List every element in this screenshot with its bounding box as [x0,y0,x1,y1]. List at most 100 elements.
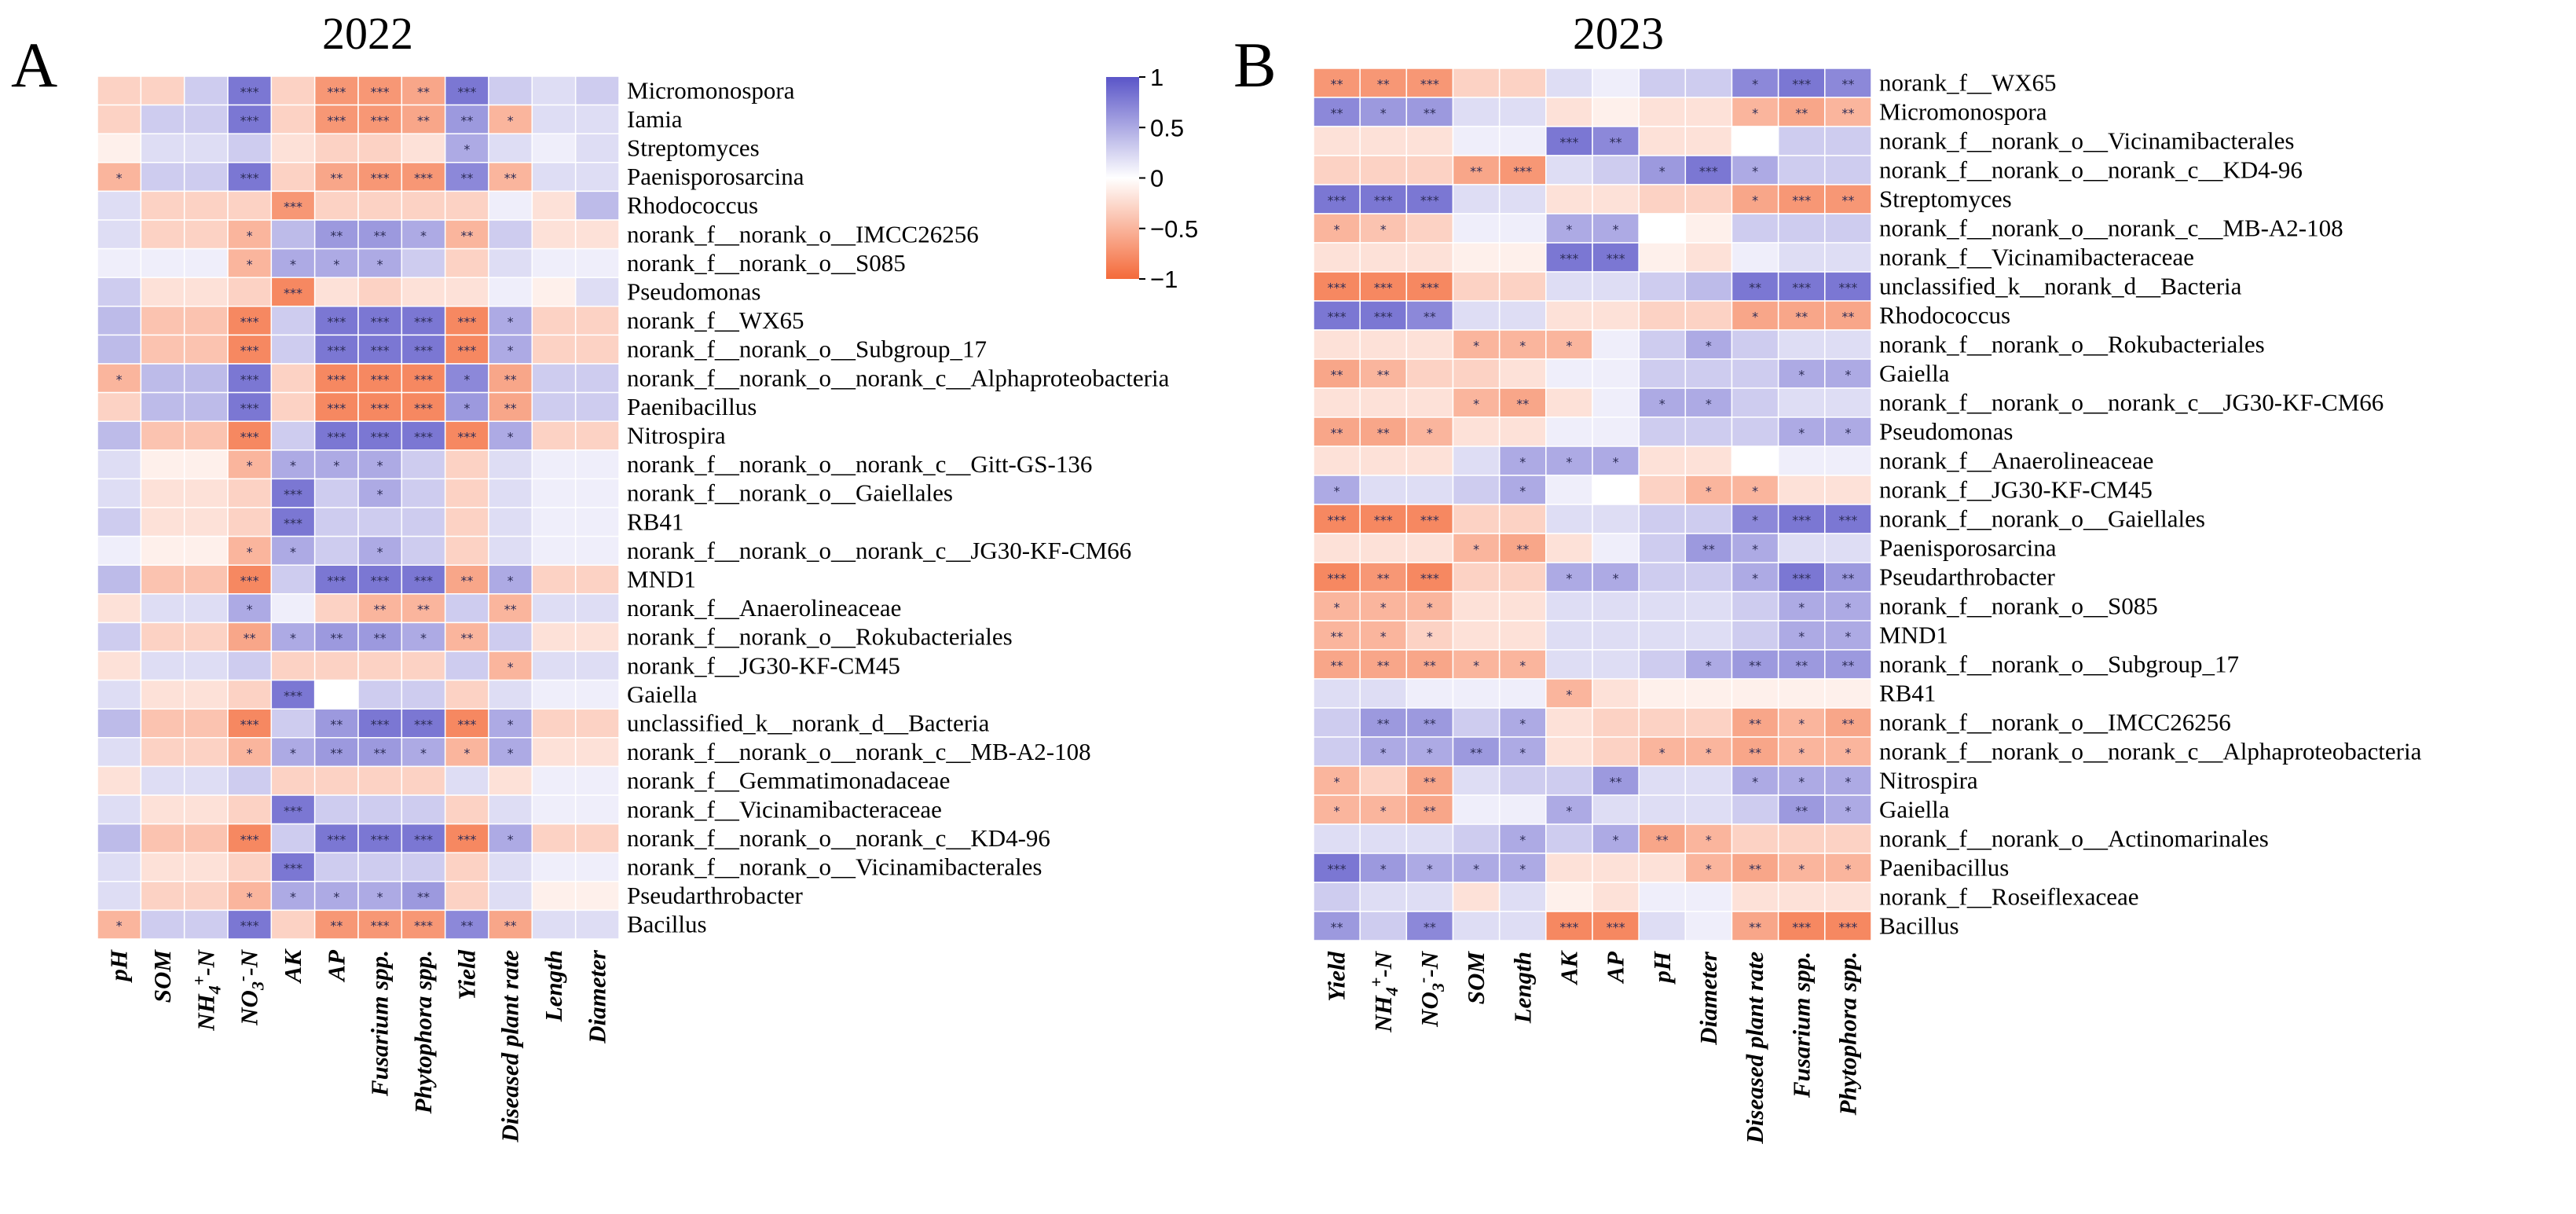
heatmap-cell [227,391,273,422]
heatmap-cell [1405,678,1454,709]
heatmap-cell [531,881,577,911]
significance-mark: * [290,746,296,761]
heatmap-cell [1498,823,1547,854]
significance-mark: ** [1331,658,1343,673]
heatmap-cell [1777,300,1826,331]
heatmap-cell [1359,416,1408,447]
heatmap-cell [488,334,533,365]
colorbar-tick-label: 1 [1150,64,1163,91]
heatmap-cell [1452,823,1501,854]
significance-mark: *** [457,832,476,847]
heatmap-cell [97,737,142,768]
significance-mark: ** [1331,106,1343,121]
row-label: norank_f__norank_o__Rokubacteriales [1879,331,2265,358]
heatmap-cell [1684,126,1733,156]
heatmap-cell [1638,794,1687,825]
significance-mark: ** [374,631,387,646]
heatmap-cell [1545,649,1593,680]
significance-mark: ** [1424,717,1436,732]
significance-mark: * [1566,455,1572,470]
heatmap-cell [531,449,577,480]
heatmap-cell [1592,794,1640,825]
significance-mark: * [1566,222,1572,237]
heatmap-cell [1498,97,1547,127]
significance-mark: * [1380,746,1387,761]
row-label: Nitrospira [1879,767,1978,794]
heatmap-cell [1545,155,1593,185]
significance-mark: * [377,487,383,502]
significance-mark: * [1798,629,1805,644]
significance-mark: *** [1792,281,1811,295]
row-label: Iamia [627,105,683,133]
heatmap-cell [1452,300,1501,331]
heatmap-cell [1777,620,1826,651]
heatmap-cell [1359,853,1408,883]
heatmap-cell [531,765,577,796]
heatmap-cell [1684,213,1733,244]
significance-mark: * [1380,600,1387,615]
row-label: norank_f__Vicinamibacteraceae [627,795,942,823]
heatmap-cell [574,162,620,193]
significance-mark: ** [1331,920,1343,935]
significance-mark: ** [1749,746,1761,761]
heatmap-cell [183,535,229,566]
heatmap-cell [1313,707,1361,738]
heatmap-cell [574,478,620,508]
heatmap-cell [140,162,185,193]
heatmap-cell [1592,68,1640,98]
heatmap-cell [1638,823,1687,854]
significance-mark: *** [1374,193,1393,208]
significance-mark: * [377,889,383,904]
heatmap-cell [1498,562,1547,592]
heatmap-cell [1545,126,1593,156]
heatmap-cell [357,133,403,163]
significance-mark: * [1798,426,1805,441]
row-label: unclassified_k__norank_d__Bacteria [627,710,990,737]
heatmap-cell [1592,358,1640,389]
heatmap-cell [531,507,577,537]
heatmap-cell [227,306,273,336]
heatmap-cell [1684,387,1733,418]
heatmap-cell [357,679,403,710]
heatmap-cell [1731,765,1779,796]
row-label: unclassified_k__norank_d__Bacteria [1879,273,2242,300]
heatmap-cell [401,679,446,710]
heatmap-cell [531,162,577,193]
heatmap-cell [1592,97,1640,127]
significance-mark: *** [327,343,346,358]
heatmap-cell [1592,329,1640,360]
heatmap-cell [1452,562,1501,592]
heatmap-cell [1777,475,1826,505]
significance-mark: ** [330,228,343,243]
significance-mark: *** [457,717,476,732]
heatmap-cell [1359,678,1408,709]
heatmap-cell [1313,416,1361,447]
significance-mark: * [508,746,514,761]
heatmap-cell [270,219,316,250]
row-label: norank_f__WX65 [627,306,804,334]
significance-mark: * [377,257,383,272]
heatmap-cell [313,679,359,710]
significance-mark: * [1798,746,1805,761]
heatmap-cell [140,420,185,451]
heatmap-cell [401,881,446,911]
heatmap-cell [270,190,316,221]
panel-a: A 2022 *** *** *** ** ****** *** *** ** ** *** ***… [11,8,1170,1143]
heatmap-cell [1684,562,1733,592]
panel-b-column-labels: Yield NH4+-N NO3--N SOM Length AK AP pH Diameter… [1323,950,1862,1145]
heatmap-cell [1592,649,1640,680]
significance-mark: *** [284,861,302,876]
significance-mark: ** [1749,862,1761,877]
heatmap-cell [1731,823,1779,854]
heatmap-cell [357,363,403,394]
heatmap-cell [444,622,489,652]
significance-mark: *** [371,84,390,99]
significance-mark: * [1519,455,1526,470]
heatmap-cell [183,104,229,134]
significance-mark: * [1473,862,1479,877]
significance-mark: *** [327,574,346,589]
heatmap-cell [488,449,533,480]
heatmap-cell [97,334,142,365]
significance-mark: ** [1470,746,1482,761]
